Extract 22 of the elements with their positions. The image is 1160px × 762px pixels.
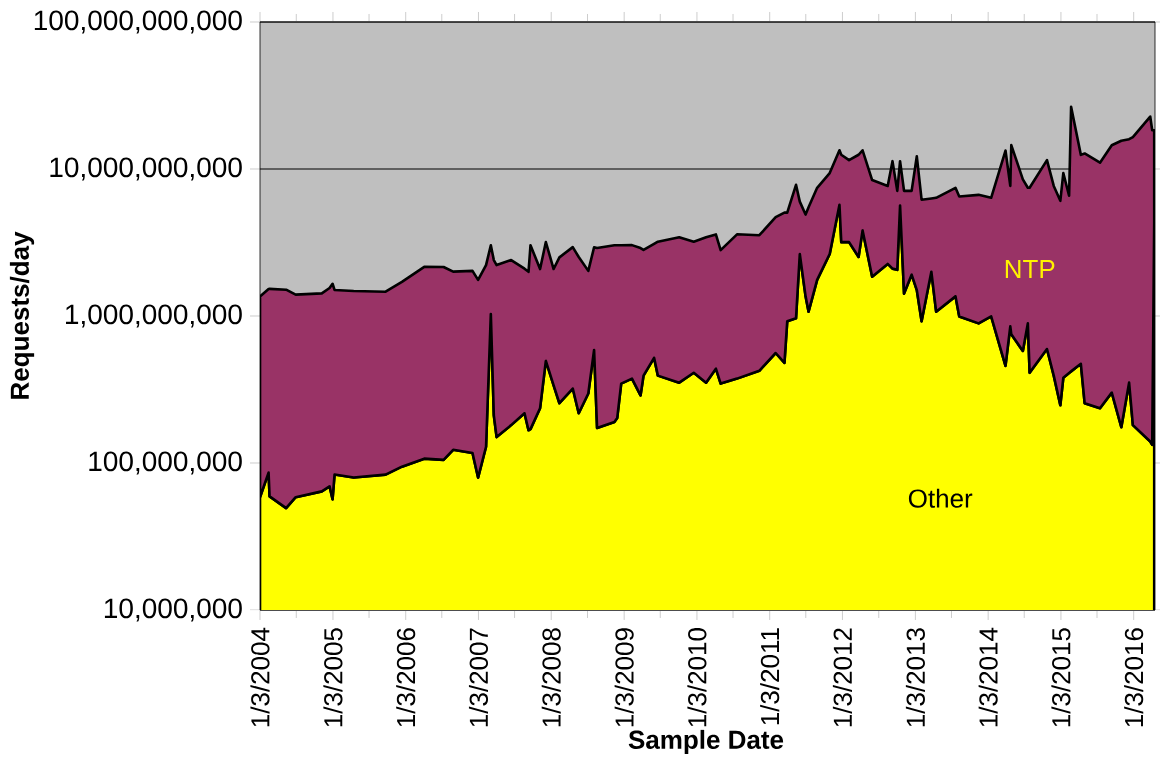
y-tick-label: 10,000,000	[104, 598, 242, 622]
x-tick-label: 1/3/2013	[905, 628, 925, 727]
x-tick-label: 1/3/2006	[396, 628, 416, 727]
series-label: Other	[908, 488, 973, 508]
x-tick-label: 1/3/2016	[1124, 628, 1144, 727]
x-tick-label: 1/3/2011	[760, 628, 780, 725]
x-tick-label: 1/3/2005	[323, 628, 343, 727]
x-axis-title: Sample Date	[628, 729, 784, 755]
y-tick-label: 100,000,000,000	[34, 10, 242, 34]
y-tick-label: 10,000,000,000	[50, 157, 242, 181]
x-tick-label: 1/3/2004	[250, 627, 270, 727]
y-tick-label: 1,000,000,000	[66, 304, 242, 328]
x-tick-label: 1/3/2012	[832, 628, 852, 727]
x-tick-label: 1/3/2014	[978, 627, 998, 727]
series-label: NTP	[1005, 260, 1055, 278]
x-tick-label: 1/3/2015	[1051, 628, 1071, 727]
y-axis-title: Requests/day	[9, 231, 35, 399]
x-tick-label: 1/3/2010	[687, 628, 707, 727]
y-tick-label: 100,000,000	[89, 451, 242, 475]
x-tick-label: 1/3/2009	[614, 628, 634, 727]
x-tick-label: 1/3/2008	[541, 628, 561, 727]
x-tick-label: 1/3/2007	[468, 628, 489, 727]
